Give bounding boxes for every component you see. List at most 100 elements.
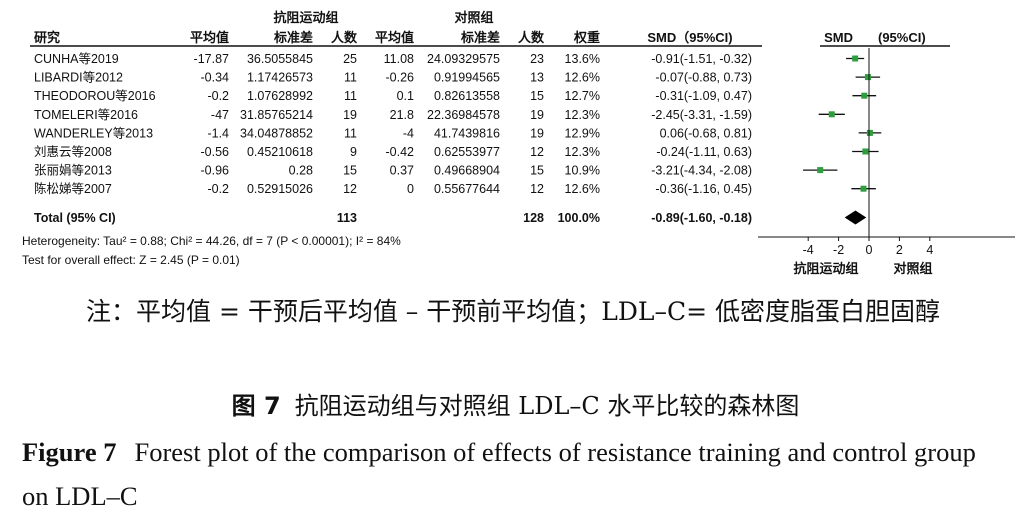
study-ctrl-mean: -4 bbox=[403, 126, 414, 140]
study-name: LIBARDI等2012 bbox=[34, 70, 123, 85]
header-study: 研究 bbox=[34, 30, 60, 45]
forest-plot: 抗阻运动组 对照组 研究 平均值 标准差 人数 平均值 标准差 人数 权重 SM… bbox=[22, 10, 1015, 276]
study-ctrl-sd: 0.62553977 bbox=[434, 145, 500, 159]
study-name: WANDERLEY等2013 bbox=[34, 125, 153, 140]
study-weight: 12.6% bbox=[565, 71, 600, 85]
study-ctrl-mean: -0.42 bbox=[386, 145, 415, 159]
study-ctrl-sd: 0.82613558 bbox=[434, 89, 500, 103]
study-ctrl-sd: 24.09329575 bbox=[427, 52, 500, 66]
x-tick-label: 0 bbox=[866, 243, 873, 257]
study-weight: 12.3% bbox=[565, 108, 600, 122]
study-name: 陈松娣等2007 bbox=[34, 181, 112, 196]
overall-effect-text: Test for overall effect: Z = 2.45 (P = 0… bbox=[22, 253, 240, 267]
study-exp-n: 19 bbox=[343, 108, 357, 122]
study-smd-ci: -0.91(-1.51, -0.32) bbox=[651, 52, 752, 66]
study-exp-sd: 1.17426573 bbox=[247, 71, 313, 85]
caption-english: Figure 7 Forest plot of the comparison of… bbox=[22, 430, 1007, 518]
study-smd-ci: -0.07(-0.88, 0.73) bbox=[655, 71, 752, 85]
study-marker bbox=[864, 74, 871, 81]
study-exp-n: 15 bbox=[343, 164, 357, 178]
study-smd-ci: 0.06(-0.68, 0.81) bbox=[660, 126, 752, 140]
caption-en-label: Figure 7 bbox=[22, 437, 117, 467]
header-ctrl-group: 对照组 bbox=[454, 10, 493, 25]
study-exp-mean: -47 bbox=[211, 108, 229, 122]
total-ctrl-n: 128 bbox=[523, 211, 544, 225]
study-name: 张丽娟等2013 bbox=[34, 163, 112, 178]
study-exp-sd: 0.28 bbox=[289, 164, 313, 178]
caption-chinese: 图 7 抗阻运动组与对照组 LDL–C 水平比较的森林图 bbox=[0, 386, 1031, 421]
study-exp-sd: 36.5055845 bbox=[247, 52, 313, 66]
header-plot-ci: (95%CI) bbox=[878, 30, 926, 45]
study-ctrl-n: 12 bbox=[530, 145, 544, 159]
study-rows: CUNHA等2019 -17.87 36.5055845 25 11.08 24.0932… bbox=[22, 51, 752, 267]
study-name: TOMELERI等2016 bbox=[34, 107, 138, 122]
study-ctrl-mean: 21.8 bbox=[390, 108, 414, 122]
study-weight: 12.7% bbox=[565, 89, 600, 103]
study-ctrl-sd: 41.7439816 bbox=[434, 126, 500, 140]
study-marker bbox=[862, 148, 869, 155]
study-name: 刘惠云等2008 bbox=[34, 144, 112, 159]
study-exp-n: 11 bbox=[344, 71, 357, 85]
study-exp-sd: 34.04878852 bbox=[240, 126, 313, 140]
header-weight: 权重 bbox=[573, 30, 600, 45]
study-weight: 12.9% bbox=[565, 126, 600, 140]
study-marker bbox=[828, 111, 835, 118]
study-exp-n: 11 bbox=[344, 89, 357, 103]
total-weight: 100.0% bbox=[558, 211, 600, 225]
study-exp-n: 12 bbox=[343, 182, 357, 196]
caption-en-text: Forest plot of the comparison of effects… bbox=[22, 437, 976, 511]
study-exp-n: 25 bbox=[343, 52, 357, 66]
total-diamond bbox=[844, 210, 867, 225]
study-ctrl-mean: -0.26 bbox=[386, 71, 415, 85]
study-smd-ci: -3.21(-4.34, -2.08) bbox=[651, 164, 752, 178]
header-ctrl-sd: 标准差 bbox=[460, 30, 500, 45]
study-exp-sd: 1.07628992 bbox=[247, 89, 313, 103]
study-ctrl-n: 12 bbox=[530, 182, 544, 196]
study-marker bbox=[852, 55, 859, 62]
study-ctrl-n: 15 bbox=[530, 164, 544, 178]
study-exp-n: 11 bbox=[344, 126, 357, 140]
study-smd-ci: -0.31(-1.09, 0.47) bbox=[655, 89, 752, 103]
study-marker bbox=[817, 167, 824, 174]
x-tick-label: 4 bbox=[926, 243, 933, 257]
study-ctrl-sd: 0.91994565 bbox=[434, 71, 500, 85]
study-exp-mean: -0.56 bbox=[201, 145, 230, 159]
study-ctrl-mean: 0 bbox=[407, 182, 414, 196]
study-name: CUNHA等2019 bbox=[34, 51, 119, 66]
x-tick-label: -4 bbox=[803, 243, 814, 257]
study-ctrl-sd: 0.49668904 bbox=[434, 164, 500, 178]
header-exp-n: 人数 bbox=[331, 30, 358, 45]
study-weight: 10.9% bbox=[565, 164, 600, 178]
study-smd-ci: -0.24(-1.11, 0.63) bbox=[656, 145, 752, 159]
study-marker bbox=[866, 129, 873, 136]
header-ctrl-mean: 平均值 bbox=[375, 30, 414, 45]
favours-left-label: 抗阻运动组 bbox=[793, 261, 858, 276]
header-plot-smd: SMD bbox=[824, 30, 853, 45]
header-exp-group: 抗阻运动组 bbox=[273, 10, 338, 25]
header-ctrl-n: 人数 bbox=[518, 30, 545, 45]
study-marker bbox=[860, 185, 867, 192]
header-exp-mean: 平均值 bbox=[190, 30, 229, 45]
total-label: Total (95% CI) bbox=[34, 211, 116, 225]
header-exp-sd: 标准差 bbox=[273, 30, 313, 45]
heterogeneity-text: Heterogeneity: Tau² = 0.88; Chi² = 44.26… bbox=[22, 234, 401, 248]
favours-right-label: 对照组 bbox=[893, 261, 932, 276]
study-exp-sd: 31.85765214 bbox=[240, 108, 313, 122]
study-exp-n: 9 bbox=[350, 145, 357, 159]
study-ctrl-mean: 0.37 bbox=[390, 164, 414, 178]
study-marker bbox=[861, 92, 868, 99]
plot-area: -4 -2 0 2 4 抗阻运动组 对照组 bbox=[758, 48, 1015, 276]
study-ctrl-mean: 11.08 bbox=[384, 52, 414, 66]
study-ctrl-sd: 0.55677644 bbox=[434, 182, 500, 196]
study-exp-mean: -0.96 bbox=[201, 164, 230, 178]
study-smd-ci: -2.45(-3.31, -1.59) bbox=[651, 108, 752, 122]
caption-cn-label: 图 7 bbox=[231, 392, 281, 420]
study-ctrl-sd: 22.36984578 bbox=[427, 108, 500, 122]
x-tick-label: 2 bbox=[896, 243, 903, 257]
study-exp-mean: -0.34 bbox=[201, 71, 230, 85]
study-ctrl-n: 15 bbox=[530, 89, 544, 103]
study-ctrl-n: 13 bbox=[530, 71, 544, 85]
study-exp-sd: 0.52915026 bbox=[247, 182, 313, 196]
study-smd-ci: -0.36(-1.16, 0.45) bbox=[655, 182, 752, 196]
study-exp-sd: 0.45210618 bbox=[247, 145, 313, 159]
